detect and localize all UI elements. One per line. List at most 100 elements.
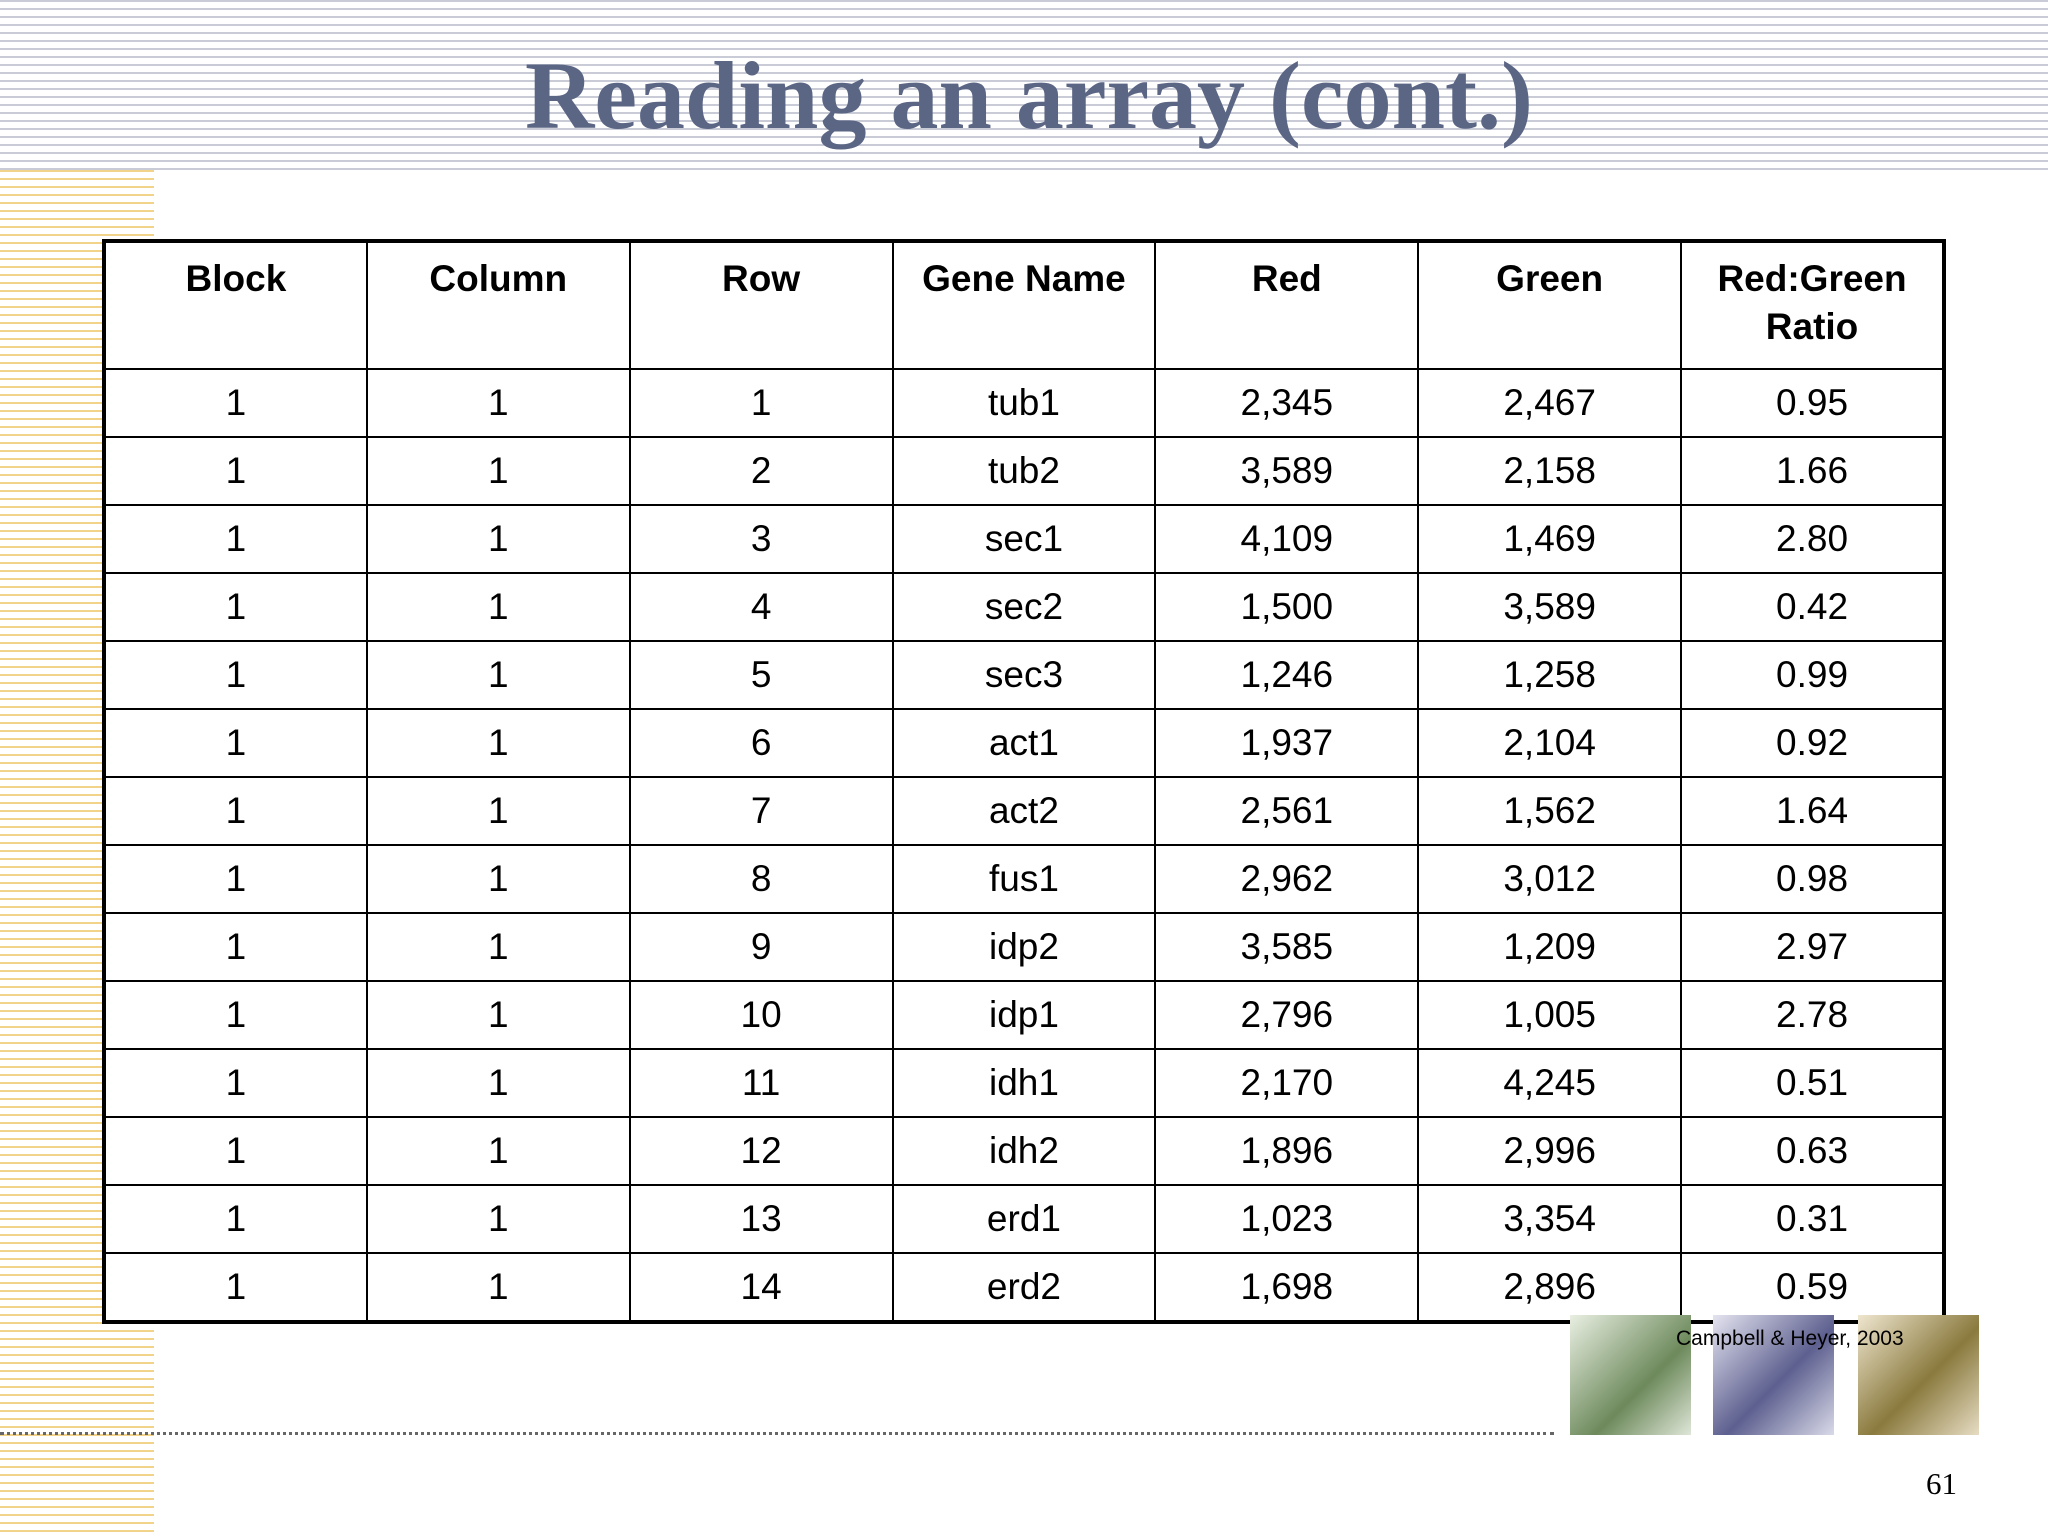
table-cell: 0.98 [1680,844,1945,914]
table-cell: 2,561 [1154,776,1420,846]
table-cell: 1 [103,436,368,506]
table-cell: 2,104 [1417,708,1683,778]
table-cell: 2 [628,436,894,506]
column-header: Row [628,240,894,370]
table-cell: 1,896 [1154,1116,1420,1186]
table-cell: 1.66 [1680,436,1945,506]
table-row: 1 1 1 tub1 2,345 2,467 0.95 [103,368,1945,438]
table-cell: 1,500 [1154,572,1420,642]
table-cell: sec3 [891,640,1157,710]
table-row: 1 1 9 idp2 3,585 1,209 2.97 [103,912,1945,982]
table-cell: 2,467 [1417,368,1683,438]
column-header: Red:Green Ratio [1680,240,1945,370]
table-cell: 14 [628,1252,894,1323]
table-cell: 3,012 [1417,844,1683,914]
header-row: Block Column Row Gene Name Red Green Red:Green… [103,240,1945,370]
table-row: 1 1 11 idh1 2,170 4,245 0.51 [103,1048,1945,1118]
table-cell: 2,345 [1154,368,1420,438]
data-table: Block Column Row Gene Name Red Green Red:Green… [102,239,1946,1324]
table-row: 1 1 7 act2 2,561 1,562 1.64 [103,776,1945,846]
table-row: 1 1 5 sec3 1,246 1,258 0.99 [103,640,1945,710]
table-cell: 9 [628,912,894,982]
decor-image [1713,1315,1834,1435]
table-cell: 1 [365,844,631,914]
table-cell: 1 [365,912,631,982]
table-cell: 1,469 [1417,504,1683,574]
table-cell: 1,937 [1154,708,1420,778]
table-cell: 3,354 [1417,1184,1683,1254]
table-cell: 3,589 [1154,436,1420,506]
table-cell: sec2 [891,572,1157,642]
table-cell: 1 [365,1252,631,1323]
table-cell: sec1 [891,504,1157,574]
table-cell: idh1 [891,1048,1157,1118]
table-body: 1 1 1 tub1 2,345 2,467 0.95 1 1 2 tub2 3,589 2,158 1.… [103,368,1945,1323]
table-cell: 4,109 [1154,504,1420,574]
slide-title: Reading an array (cont.) [525,42,1533,149]
table-cell: 7 [628,776,894,846]
table-cell: 0.63 [1680,1116,1945,1186]
table-cell: 3 [628,504,894,574]
table-cell: 1,023 [1154,1184,1420,1254]
table-cell: 1 [365,980,631,1050]
table-cell: 1,246 [1154,640,1420,710]
table-cell: 4 [628,572,894,642]
table-cell: tub1 [891,368,1157,438]
table-cell: 1 [365,1048,631,1118]
page-number: 61 [1926,1466,1957,1501]
table-row: 1 1 12 idh2 1,896 2,996 0.63 [103,1116,1945,1186]
table-cell: 1 [365,436,631,506]
column-header: Block [103,240,368,370]
table-row: 1 1 3 sec1 4,109 1,469 2.80 [103,504,1945,574]
table-cell: tub2 [891,436,1157,506]
table-cell: 0.95 [1680,368,1945,438]
table-cell: 13 [628,1184,894,1254]
table-cell: 0.42 [1680,572,1945,642]
table-cell: 1 [103,708,368,778]
table-cell: 1 [365,776,631,846]
table-cell: 0.99 [1680,640,1945,710]
decor-image [1858,1315,1979,1435]
table-cell: 1 [365,708,631,778]
table-cell: 10 [628,980,894,1050]
table-cell: 2.80 [1680,504,1945,574]
table-cell: 2,896 [1417,1252,1683,1323]
table-cell: 1 [103,640,368,710]
table-cell: 1,562 [1417,776,1683,846]
table-cell: act1 [891,708,1157,778]
table-cell: idp1 [891,980,1157,1050]
table-cell: act2 [891,776,1157,846]
table-cell: 1 [365,368,631,438]
table-cell: 2.97 [1680,912,1945,982]
column-header: Red [1154,240,1420,370]
table-cell: 1 [365,1184,631,1254]
column-header: Column [365,240,631,370]
table-row: 1 1 8 fus1 2,962 3,012 0.98 [103,844,1945,914]
table-cell: 1 [365,504,631,574]
table-cell: erd2 [891,1252,1157,1323]
table-cell: 6 [628,708,894,778]
table-cell: idh2 [891,1116,1157,1186]
table-cell: 3,589 [1417,572,1683,642]
table-row: 1 1 4 sec2 1,500 3,589 0.42 [103,572,1945,642]
table-cell: 1,258 [1417,640,1683,710]
table-cell: 1 [628,368,894,438]
table-cell: 1 [365,640,631,710]
decor-stripes [0,0,2048,170]
table-cell: 1 [103,776,368,846]
table-row: 1 1 2 tub2 3,589 2,158 1.66 [103,436,1945,506]
table-cell: 1 [103,368,368,438]
divider [0,1432,1554,1435]
table-cell: 1 [365,1116,631,1186]
table-cell: 1 [103,1252,368,1323]
table-cell: 0.92 [1680,708,1945,778]
table-cell: 2,996 [1417,1116,1683,1186]
table-cell: idp2 [891,912,1157,982]
table-row: 1 1 14 erd2 1,698 2,896 0.59 [103,1252,1945,1323]
table-cell: 4,245 [1417,1048,1683,1118]
table-cell: 2,158 [1417,436,1683,506]
table-cell: 12 [628,1116,894,1186]
column-header: Green [1417,240,1683,370]
table-cell: 2.78 [1680,980,1945,1050]
